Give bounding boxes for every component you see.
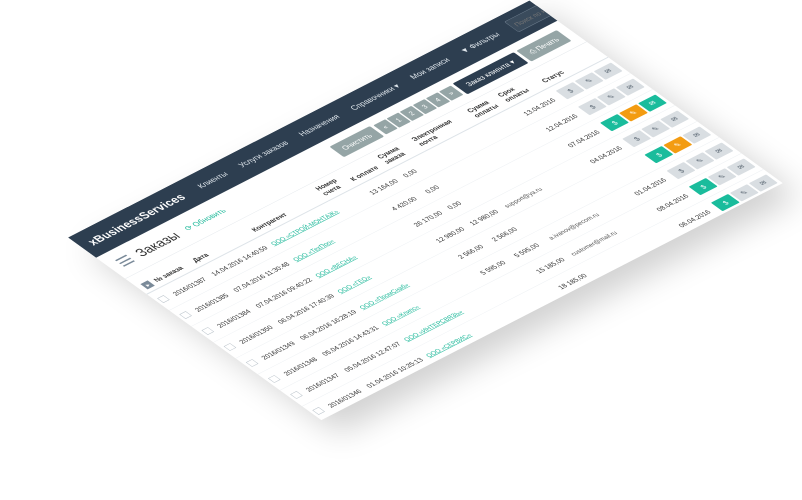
row-checkbox[interactable] — [223, 342, 237, 351]
app-window: xBusinessServices Клиенты Услуги заказов… — [68, 0, 783, 421]
payment-icon: $ — [720, 199, 731, 206]
row-checkbox[interactable] — [267, 374, 281, 383]
edit-icon: ✎ — [649, 125, 662, 133]
mail-icon: ✉ — [690, 131, 703, 139]
mail-icon: ✉ — [668, 115, 681, 123]
payment-icon: $ — [631, 135, 642, 142]
row-checkbox[interactable] — [156, 294, 170, 303]
payment-icon-button[interactable]: $ — [733, 209, 762, 228]
edit-icon: ✎ — [760, 204, 773, 213]
order-total: 2 566,00 — [489, 225, 519, 243]
order-due: 4 420,00 — [389, 195, 419, 212]
refresh-label: Обновить — [189, 207, 229, 229]
payment-icon: $ — [698, 183, 709, 190]
order-due: 5 595,00 — [477, 259, 508, 276]
mail-icon-button[interactable]: ✉ — [771, 190, 783, 208]
payment-icon: $ — [609, 119, 620, 126]
row-checkbox[interactable] — [179, 310, 192, 319]
mail-icon: ✉ — [757, 179, 769, 187]
mail-icon: ✉ — [646, 99, 659, 107]
payment-icon: $ — [587, 103, 598, 110]
payment-icon: $ — [675, 167, 687, 174]
payment-icon: $ — [565, 87, 576, 94]
order-total: 18 185,00 — [555, 272, 589, 291]
order-total: 3 665,00 — [577, 289, 608, 307]
mail-icon: ✉ — [779, 195, 783, 203]
edit-icon-button[interactable]: ✎ — [752, 200, 781, 218]
order-pay-date: 06.04.2016 — [676, 208, 713, 229]
row-select-cell — [324, 415, 360, 421]
order-total: 0,00 — [400, 167, 419, 179]
edit-icon: ✎ — [693, 156, 706, 165]
order-total: 0,00 — [444, 199, 464, 211]
hamburger-icon[interactable] — [112, 253, 137, 269]
row-checkbox[interactable] — [245, 358, 259, 367]
payment-icon: $ — [653, 151, 664, 158]
edit-icon: ✎ — [738, 188, 750, 197]
row-checkbox[interactable] — [201, 326, 214, 335]
edit-icon: ✎ — [671, 140, 684, 149]
mail-icon: ✉ — [602, 67, 614, 75]
print-label: Печать — [532, 35, 561, 52]
mail-icon: ✉ — [735, 163, 747, 171]
mail-icon: ✉ — [624, 83, 636, 91]
order-due: 2 566,00 — [455, 243, 486, 260]
order-total: 5 595,00 — [511, 241, 542, 259]
mail-icon: ✉ — [712, 147, 725, 155]
edit-icon: ✎ — [583, 77, 595, 85]
edit-icon: ✎ — [605, 93, 617, 101]
row-checkbox[interactable] — [312, 406, 325, 415]
nav-item-clients[interactable]: Клиенты — [195, 170, 231, 190]
order-paid: 2 925,00 — [667, 243, 698, 261]
payment-icon: $ — [742, 215, 753, 222]
row-checkbox[interactable] — [289, 390, 303, 399]
order-number: 2016/01345 — [347, 403, 386, 421]
edit-icon: ✎ — [627, 109, 640, 117]
edit-icon: ✎ — [716, 172, 728, 181]
order-total: 0,00 — [422, 183, 441, 195]
order-number: 2016/01346 — [325, 387, 364, 409]
